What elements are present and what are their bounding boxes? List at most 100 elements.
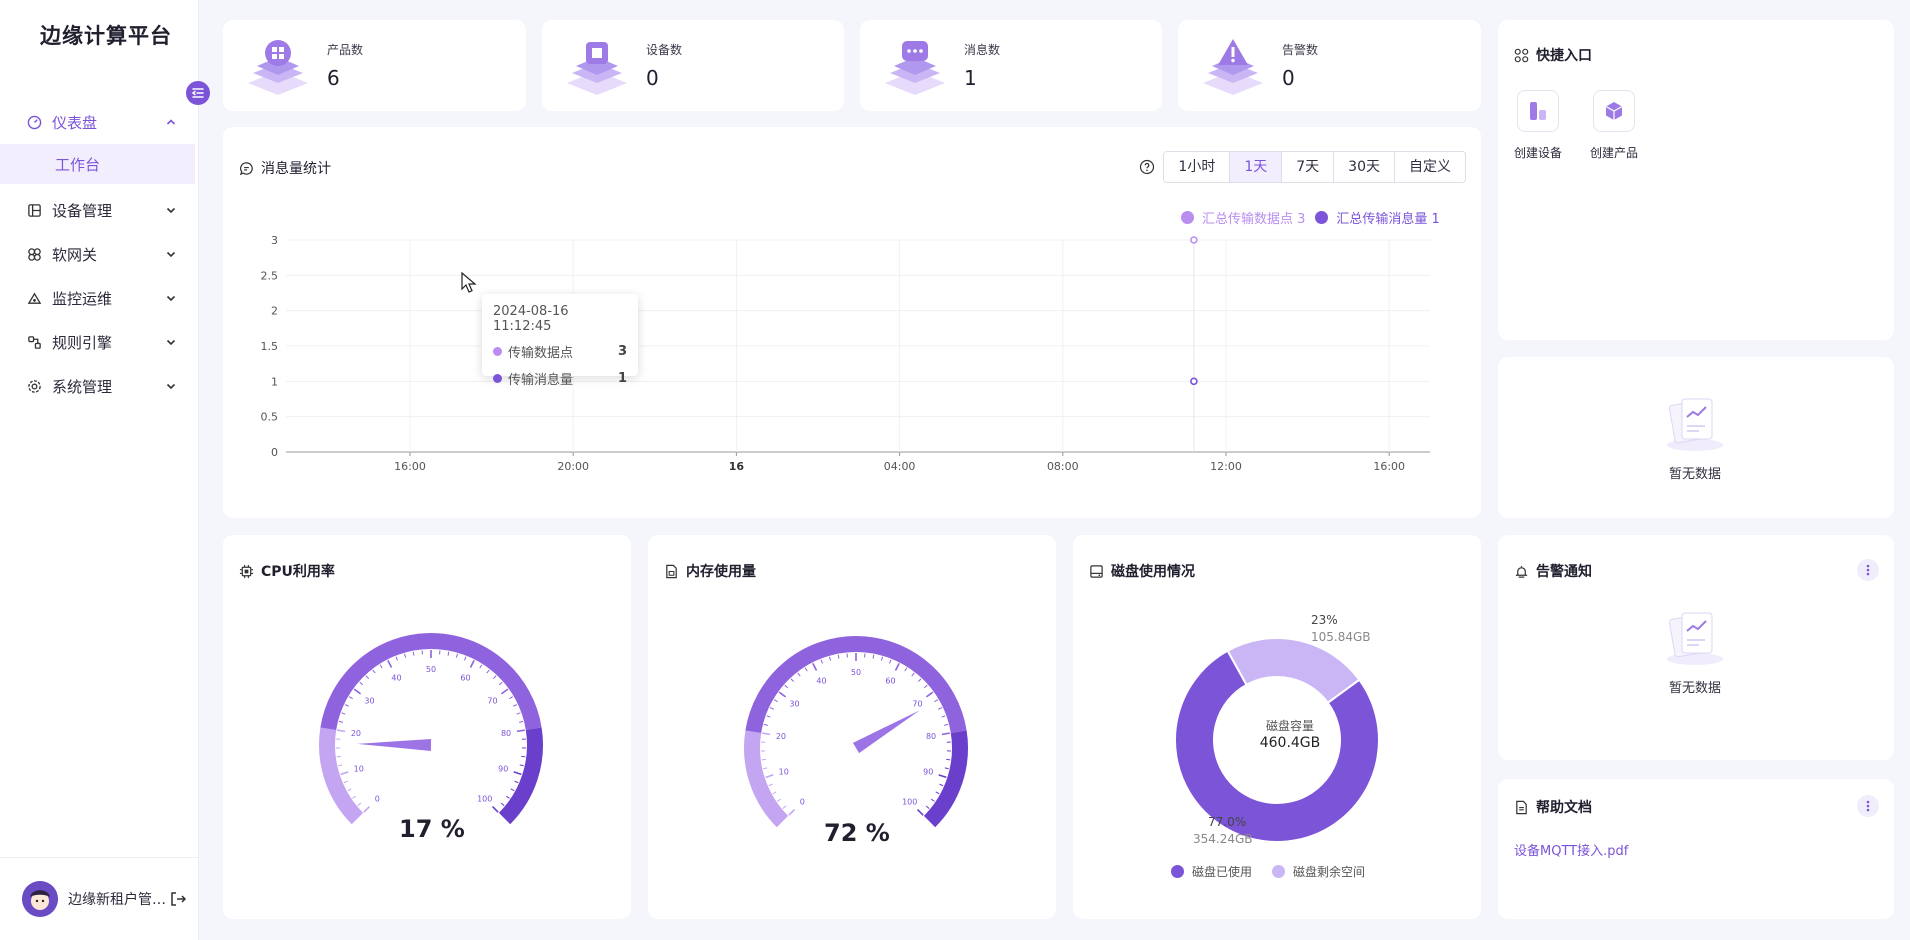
stat-card-products: 产品数 6 xyxy=(223,20,526,111)
sidebar-item-system[interactable]: 系统管理 xyxy=(0,364,199,408)
disk-icon xyxy=(1089,564,1104,579)
cpu-icon xyxy=(239,564,254,579)
gauge-tick-label: 70 xyxy=(487,696,497,705)
stat-card-alarms: 告警数 0 xyxy=(1178,20,1481,111)
y-tick-label: 1.5 xyxy=(261,340,279,353)
gauge-tick xyxy=(904,667,908,672)
gauge-tick xyxy=(941,732,950,736)
help-icon[interactable] xyxy=(1139,159,1155,175)
help-docs-title: 帮助文档 xyxy=(1514,797,1592,817)
gauge-tick xyxy=(880,656,883,661)
gauge-band xyxy=(320,633,542,731)
gauge-tick xyxy=(379,664,383,669)
x-tick-label: 16:00 xyxy=(1373,460,1405,473)
gauge-tick xyxy=(784,684,789,689)
alarm-more-button[interactable] xyxy=(1857,559,1879,581)
tooltip-time: 2024-08-16 11:12:45 xyxy=(493,304,569,334)
sidebar-item-dashboard[interactable]: 仪表盘 xyxy=(0,100,199,144)
stat-value: 6 xyxy=(327,66,340,90)
doc-link-mqtt[interactable]: 设备MQTT接入.pdf xyxy=(1514,844,1629,859)
gauge-tick-label: 40 xyxy=(391,673,401,682)
sidebar-subitem-workbench[interactable]: 工作台 xyxy=(0,144,195,184)
data-point xyxy=(1190,236,1198,244)
more-vertical-icon xyxy=(1866,800,1870,812)
sidebar-item-rules[interactable]: 规则引擎 xyxy=(0,320,199,364)
gauge-tick xyxy=(344,704,349,707)
gauge-tick-label: 60 xyxy=(885,676,895,685)
data-point xyxy=(1190,377,1198,386)
sidebar-item-gateway[interactable]: 软网关 xyxy=(0,232,199,276)
gauge-tick xyxy=(777,798,782,802)
gauge-tick xyxy=(944,767,949,770)
legend-dot xyxy=(1181,211,1194,224)
y-tick-label: 3 xyxy=(271,234,278,247)
gauge-tick xyxy=(491,805,499,813)
gauge-tick-label: 40 xyxy=(816,676,826,685)
gauge-tick xyxy=(353,688,362,695)
gauge-tick xyxy=(944,723,949,726)
gauge-tick-label: 50 xyxy=(851,668,861,677)
gauge-tick xyxy=(469,659,475,668)
gauge-tick xyxy=(925,805,930,809)
stat-value: 1 xyxy=(964,66,977,90)
memory-icon xyxy=(664,564,679,579)
gauge-tick xyxy=(500,802,505,806)
docs-more-button[interactable] xyxy=(1857,795,1879,817)
card-title-text: 磁盘使用情况 xyxy=(1111,564,1195,580)
card-title-text: 内存使用量 xyxy=(686,564,756,580)
disk-usage-card: 磁盘使用情况 磁盘容量 460.4GB 23% 105.84GB 77.0% 3… xyxy=(1073,535,1481,919)
gauge-tick xyxy=(337,729,346,733)
memory-usage-card: 内存使用量 0 10 20 30 40 50 60 70 80 90 100 72 % xyxy=(648,535,1056,919)
range-1d-button[interactable]: 1天 xyxy=(1229,152,1282,182)
gauge-tick xyxy=(790,678,795,683)
collapse-sidebar-button[interactable] xyxy=(186,81,210,105)
create-device-shortcut[interactable]: 创建设备 xyxy=(1514,90,1562,161)
gauge-tick xyxy=(348,696,353,700)
gauge-tick xyxy=(412,651,415,656)
create-product-shortcut[interactable]: 创建产品 xyxy=(1590,90,1638,161)
tooltip-value: 1 xyxy=(617,371,627,386)
gauge-band xyxy=(923,730,968,828)
gauge-tick xyxy=(516,712,521,715)
y-tick-label: 0 xyxy=(271,446,278,459)
legend-used[interactable]: 磁盘已使用 xyxy=(1192,865,1253,879)
sidebar-menu: 仪表盘 工作台 设备管理 软网关 xyxy=(0,100,199,408)
gauge-tick xyxy=(765,774,774,779)
gauge-tick xyxy=(387,659,393,668)
gauge-tick xyxy=(930,798,935,802)
gauge-tick xyxy=(357,802,362,806)
gauge-tick-label: 20 xyxy=(351,729,361,738)
legend-datapoints[interactable]: 汇总传输数据点 3 xyxy=(1202,212,1306,227)
chat-icon xyxy=(239,161,254,176)
disk-center-label: 磁盘容量 xyxy=(1265,719,1314,733)
sidebar-item-monitor[interactable]: 监控运维 xyxy=(0,276,199,320)
empty-data-icon xyxy=(1667,612,1723,665)
stat-card-devices: 设备数 0 xyxy=(542,20,844,111)
range-30d-button[interactable]: 30天 xyxy=(1333,152,1394,182)
sidebar-item-label: 仪表盘 xyxy=(52,113,98,132)
legend-free[interactable]: 磁盘剩余空间 xyxy=(1293,865,1366,879)
range-custom-button[interactable]: 自定义 xyxy=(1394,152,1465,182)
range-7d-button[interactable]: 7天 xyxy=(1281,152,1334,182)
gauge-tick xyxy=(829,656,832,661)
gauge-tick xyxy=(336,755,341,758)
card-title-text: 帮助文档 xyxy=(1536,800,1592,816)
gauge-band xyxy=(498,727,543,825)
x-tick-label: 12:00 xyxy=(1210,460,1242,473)
empty-data-icon xyxy=(1667,398,1723,451)
monitor-icon xyxy=(26,290,42,306)
card-title-text: 快捷入口 xyxy=(1536,48,1592,64)
gauge-tick xyxy=(343,780,348,784)
message-stats-title: 消息量统计 xyxy=(239,158,331,178)
chevron-down-icon xyxy=(165,204,177,216)
chevron-down-icon xyxy=(165,336,177,348)
logout-icon[interactable] xyxy=(169,890,187,908)
legend-messages[interactable]: 汇总传输消息量 1 xyxy=(1336,212,1440,227)
avatar[interactable] xyxy=(22,881,58,917)
sidebar-item-device[interactable]: 设备管理 xyxy=(0,188,199,232)
sidebar: 边缘计算平台 仪表盘 工作台 设备管理 xyxy=(0,0,210,940)
gauge-tick xyxy=(889,659,892,664)
range-1h-button[interactable]: 1小时 xyxy=(1164,152,1230,182)
gauge-band xyxy=(319,727,364,825)
stat-value: 0 xyxy=(1282,66,1295,90)
